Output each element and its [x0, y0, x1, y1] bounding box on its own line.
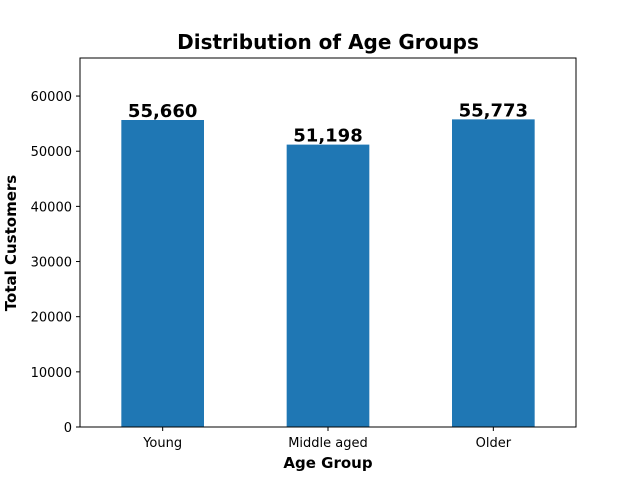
- bar-young: [121, 119, 204, 428]
- plot-frame: [79, 57, 577, 428]
- y-tick-label: 0: [64, 421, 72, 436]
- x-axis-label: Age Group: [283, 454, 372, 472]
- x-tick-label: Young: [142, 436, 182, 451]
- bar-older: [452, 119, 535, 427]
- data-label: 55,773: [459, 100, 528, 121]
- y-tick-label: 60000: [31, 90, 72, 105]
- x-tick-label: Older: [476, 436, 512, 451]
- data-labels-group: 55,660 51,198 55,773: [128, 100, 528, 146]
- y-tick-label: 40000: [31, 200, 72, 215]
- chart-title: Distribution of Age Groups: [177, 30, 479, 54]
- x-tick-label: Middle aged: [288, 436, 368, 451]
- data-label: 51,198: [293, 126, 362, 147]
- x-axis-ticks: Young Middle aged Older: [142, 427, 512, 451]
- y-tick-label: 10000: [31, 366, 72, 381]
- bar-middle-aged: [286, 144, 370, 428]
- y-tick-label: 50000: [31, 145, 72, 160]
- y-tick-label: 30000: [31, 256, 72, 271]
- y-tick-label: 20000: [31, 311, 72, 326]
- y-axis-label: Total Customers: [2, 175, 20, 311]
- y-axis-ticks: 0 10000 20000 30000 40000 50000 60000: [31, 90, 80, 436]
- data-label: 55,660: [128, 101, 197, 122]
- bars-group: [121, 119, 535, 428]
